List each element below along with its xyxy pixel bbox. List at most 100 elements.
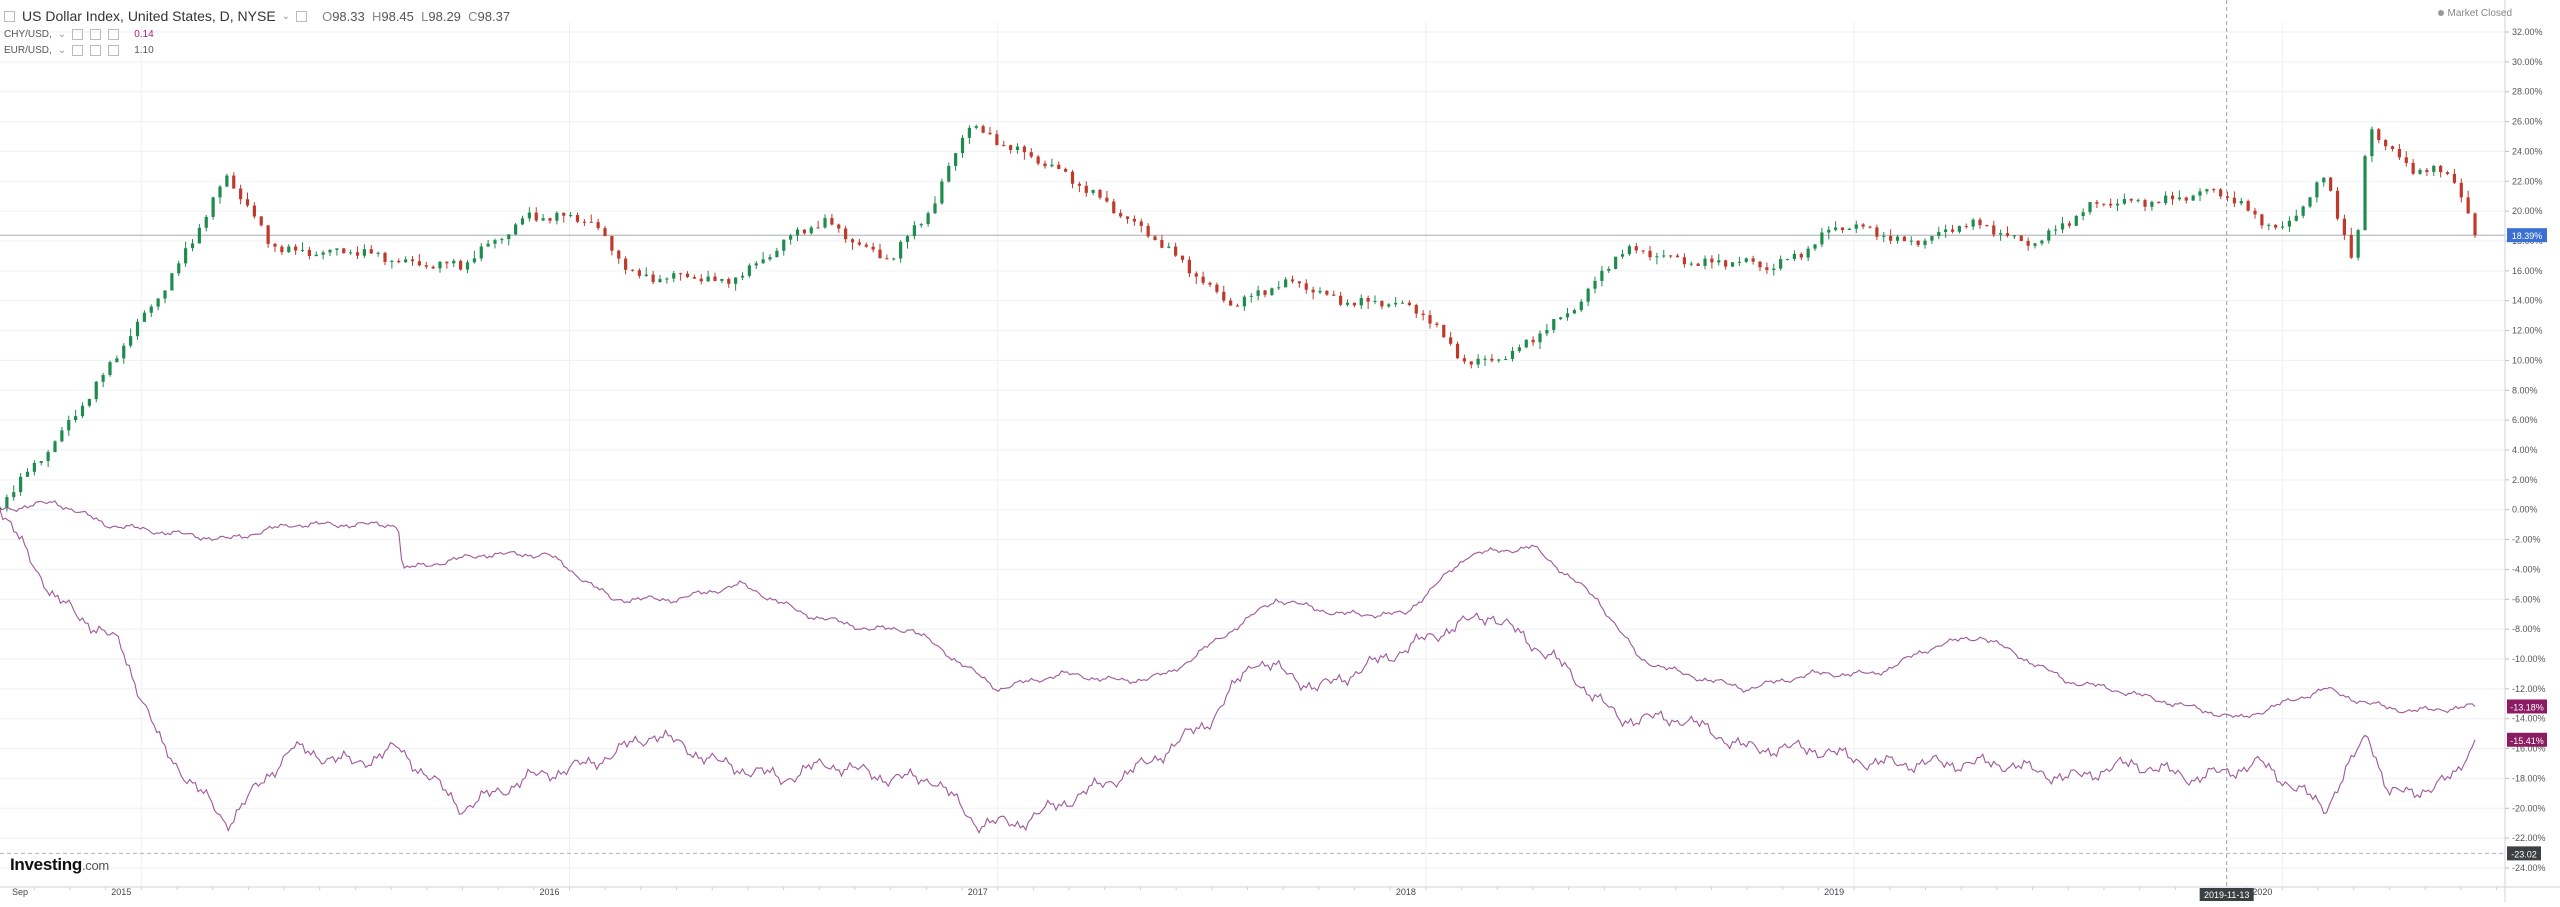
candle-body — [218, 186, 222, 198]
legend-cny-row[interactable]: CHY/USD, ⌄ 0.14 — [4, 26, 510, 42]
y-tick-label: -12.00% — [2512, 684, 2546, 694]
candle-body — [184, 248, 188, 264]
legend-cny-value: 0.14 — [134, 28, 154, 40]
candle-body — [417, 261, 421, 266]
candle-body — [1249, 295, 1253, 297]
candle-body — [115, 358, 119, 363]
candle-body — [617, 250, 621, 259]
candle-body — [768, 257, 772, 260]
candle-body — [2315, 182, 2319, 198]
close-icon[interactable] — [108, 28, 120, 40]
candle-body — [2329, 177, 2333, 191]
candle-body — [534, 212, 538, 221]
candle-body — [1923, 240, 1927, 245]
ohlc-readout: O98.33 H98.45 L98.29 C98.37 — [322, 8, 511, 24]
candle-body — [596, 222, 600, 229]
candle-body — [541, 218, 545, 221]
eye-icon[interactable] — [72, 28, 84, 40]
chevron-down-icon[interactable]: ⌄ — [57, 28, 67, 40]
settings-icon[interactable] — [296, 10, 308, 22]
legend-eur-row[interactable]: EUR/USD, ⌄ 1.10 — [4, 42, 510, 58]
eye-icon[interactable] — [72, 44, 84, 56]
last-value-label: -13.18% — [2510, 702, 2544, 712]
close-icon[interactable] — [108, 44, 120, 56]
candle-body — [685, 273, 690, 278]
candle-body — [1366, 298, 1370, 302]
candle-body — [108, 362, 112, 375]
investing-logo[interactable]: Investing.com — [10, 855, 109, 875]
candle-body — [1565, 313, 1570, 318]
x-tick-label: 2017 — [968, 887, 988, 897]
candle-body — [514, 224, 518, 235]
candle-body — [287, 246, 291, 253]
candle-body — [1620, 254, 1625, 257]
y-tick-label: -16.00% — [2512, 744, 2546, 754]
candle-body — [1964, 226, 1968, 228]
candle-body — [727, 278, 731, 284]
candle-body — [2308, 197, 2312, 207]
candle-body — [1847, 228, 1851, 230]
candle-body — [2074, 216, 2078, 226]
collapse-icon[interactable] — [4, 10, 15, 22]
x-tick-label: 2016 — [539, 887, 559, 897]
candle-body — [1813, 244, 1817, 249]
candle-body — [156, 298, 160, 307]
last-value-badge — [2507, 732, 2547, 747]
candle-body — [376, 252, 380, 254]
candle-body — [912, 225, 916, 237]
candle-body — [706, 276, 710, 282]
candle-body — [1675, 255, 1680, 258]
candle-body — [1187, 259, 1191, 274]
candle-body — [1153, 236, 1157, 241]
candle-body — [1387, 304, 1391, 307]
candle-body — [2060, 223, 2065, 230]
x-tick-label: 2015 — [111, 887, 131, 897]
candle-body — [479, 246, 483, 259]
candle-body — [802, 229, 806, 234]
candle-body — [1400, 302, 1405, 304]
candle-body — [1572, 310, 1576, 314]
candle-body — [954, 153, 958, 166]
candle-body — [1641, 250, 1645, 252]
y-tick-label: 2.00% — [2512, 475, 2538, 485]
legend-main-row[interactable]: US Dollar Index, United States, D, NYSE … — [4, 6, 510, 26]
candle-body — [1242, 296, 1246, 307]
candle-body — [1724, 260, 1728, 267]
settings-icon[interactable] — [90, 44, 102, 56]
candle-body — [864, 244, 868, 247]
candle-body — [2136, 200, 2140, 202]
candle-body — [1978, 219, 1982, 226]
candle-body — [527, 212, 531, 219]
candle-body — [995, 134, 999, 146]
candle-body — [1421, 313, 1425, 316]
chevron-down-icon[interactable]: ⌄ — [281, 10, 291, 22]
candle-body — [424, 265, 428, 267]
settings-icon[interactable] — [90, 28, 102, 40]
legend-eur-value: 1.10 — [134, 44, 154, 56]
chevron-down-icon[interactable]: ⌄ — [57, 44, 67, 56]
candle-body — [2102, 203, 2106, 205]
candle-body — [1648, 250, 1652, 258]
candle-body — [1902, 236, 1906, 242]
y-tick-label: 8.00% — [2512, 385, 2538, 395]
candle-body — [459, 260, 463, 270]
candle-body — [630, 269, 635, 271]
candle-body — [472, 258, 476, 263]
candle-body — [1146, 225, 1150, 237]
candle-body — [562, 212, 566, 216]
candle-body — [857, 242, 861, 245]
candle-body — [1394, 302, 1398, 305]
candle-body — [967, 127, 971, 138]
candle-body — [2219, 189, 2223, 197]
candle-body — [988, 132, 992, 135]
candle-body — [1504, 358, 1508, 360]
x-tick-label: 2020 — [2252, 887, 2272, 897]
candle-body — [1277, 287, 1281, 289]
candle-body — [1009, 145, 1013, 150]
candle-body — [2081, 212, 2085, 217]
candle-body — [1483, 358, 1487, 360]
candle-body — [2170, 195, 2175, 200]
candle-body — [1559, 317, 1563, 320]
candle-body — [555, 212, 559, 221]
